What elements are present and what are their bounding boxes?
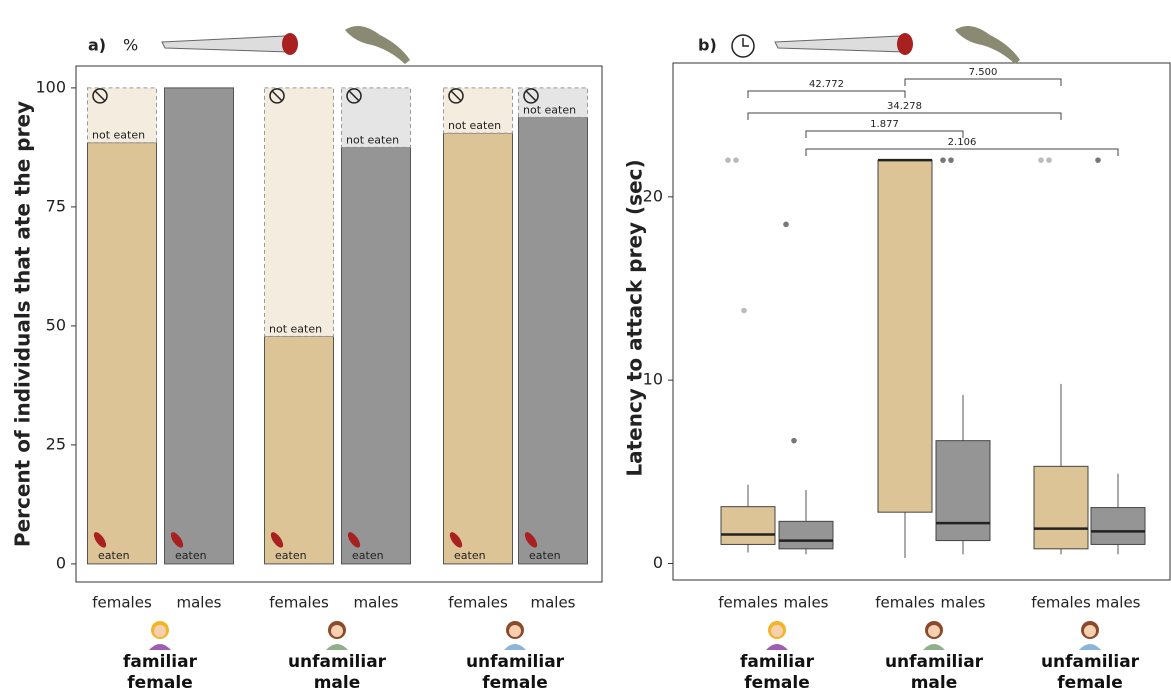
gecko-icon bbox=[345, 26, 1020, 64]
significance-label: 42.772 bbox=[809, 79, 844, 90]
group-label: unfamiliar female bbox=[1035, 652, 1145, 693]
tweezers-icon bbox=[162, 33, 913, 55]
outlier bbox=[1038, 157, 1044, 163]
bar-eaten bbox=[88, 143, 157, 564]
y-tick-label: 10 bbox=[643, 370, 663, 389]
y-tick-label: 0 bbox=[653, 553, 663, 572]
significance-label: 7.500 bbox=[969, 67, 998, 78]
bar-eaten bbox=[165, 88, 234, 564]
segment-label: not eaten bbox=[92, 129, 145, 142]
outlier bbox=[725, 157, 731, 163]
x-tick-label: females bbox=[1031, 594, 1091, 612]
significance-bracket bbox=[806, 149, 1118, 156]
group-label: unfamiliar male bbox=[282, 652, 392, 693]
chart: a) % b) Percent of individuals that ate … bbox=[0, 0, 1171, 693]
x-tick-label: females bbox=[269, 594, 329, 612]
segment-label: not eaten bbox=[523, 103, 576, 116]
box bbox=[878, 160, 932, 512]
outlier bbox=[1046, 157, 1052, 163]
segment-label: eaten bbox=[275, 549, 307, 562]
x-tick-label: males bbox=[783, 594, 828, 612]
group-label: unfamiliar female bbox=[460, 652, 570, 693]
box bbox=[1034, 466, 1088, 549]
bar-not-eaten bbox=[265, 88, 334, 336]
x-tick-label: females bbox=[718, 594, 778, 612]
x-tick-label: females bbox=[92, 594, 152, 612]
box bbox=[779, 521, 833, 549]
box bbox=[721, 507, 775, 545]
box bbox=[936, 441, 990, 541]
outlier bbox=[948, 157, 954, 163]
segment-label: eaten bbox=[98, 549, 130, 562]
panel-label: b) bbox=[698, 36, 717, 55]
segment-label: not eaten bbox=[448, 119, 501, 132]
y-tick-label: 25 bbox=[46, 434, 66, 453]
x-tick-label: males bbox=[176, 594, 221, 612]
segment-label: eaten bbox=[529, 549, 561, 562]
outlier bbox=[1095, 157, 1101, 163]
y-tick-label: 20 bbox=[643, 186, 663, 205]
significance-bracket bbox=[748, 91, 905, 98]
y-axis-title: Latency to attack prey (sec) bbox=[623, 159, 647, 476]
x-tick-label: males bbox=[353, 594, 398, 612]
bar-eaten bbox=[444, 133, 513, 564]
segment-label: eaten bbox=[175, 549, 207, 562]
person-icon bbox=[149, 621, 1101, 650]
x-tick-label: males bbox=[1095, 594, 1140, 612]
unit-symbol: % bbox=[123, 36, 138, 55]
significance-label: 1.877 bbox=[870, 119, 899, 130]
bar-eaten bbox=[342, 147, 411, 564]
significance-bracket bbox=[806, 131, 963, 138]
box bbox=[1091, 508, 1145, 545]
outlier bbox=[741, 308, 747, 314]
segment-label: eaten bbox=[352, 549, 384, 562]
x-tick-label: females bbox=[448, 594, 508, 612]
x-tick-label: males bbox=[940, 594, 985, 612]
panel-label: a) bbox=[88, 36, 106, 55]
bar-eaten bbox=[265, 336, 334, 564]
clock-icon bbox=[732, 35, 754, 57]
segment-label: not eaten bbox=[269, 322, 322, 335]
figure: a) % b) Percent of individuals that ate … bbox=[0, 0, 1171, 693]
outlier bbox=[783, 222, 789, 228]
x-tick-label: females bbox=[875, 594, 935, 612]
bar-eaten bbox=[519, 117, 588, 564]
outlier bbox=[940, 157, 946, 163]
y-tick-label: 100 bbox=[35, 77, 66, 96]
y-tick-label: 0 bbox=[56, 553, 66, 572]
y-tick-label: 75 bbox=[46, 196, 66, 215]
outlier bbox=[791, 438, 797, 444]
x-tick-label: males bbox=[530, 594, 575, 612]
group-label: familiar female bbox=[105, 652, 215, 693]
y-axis-title: Percent of individuals that ate the prey bbox=[11, 101, 35, 547]
segment-label: not eaten bbox=[346, 133, 399, 146]
outlier bbox=[733, 157, 739, 163]
segment-label: eaten bbox=[454, 549, 486, 562]
y-tick-label: 50 bbox=[46, 315, 66, 334]
significance-bracket bbox=[905, 79, 1061, 86]
significance-label: 2.106 bbox=[948, 137, 977, 148]
group-label: familiar female bbox=[722, 652, 832, 693]
significance-bracket bbox=[748, 113, 1061, 120]
significance-label: 34.278 bbox=[887, 101, 922, 112]
group-label: unfamiliar male bbox=[879, 652, 989, 693]
